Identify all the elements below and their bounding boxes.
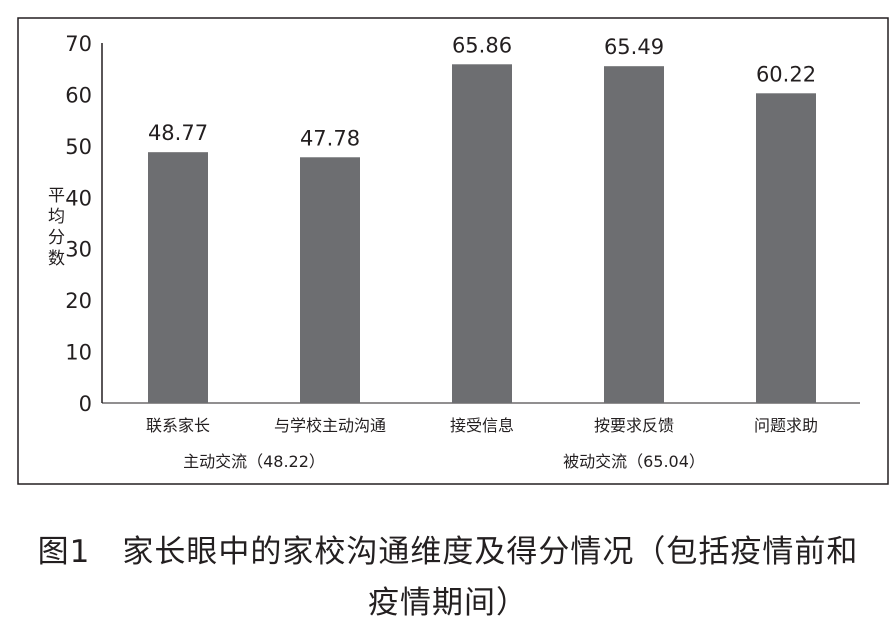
y-tick-label: 10 (65, 341, 92, 365)
y-axis-label: 平均分数 (44, 186, 64, 270)
bar (148, 152, 208, 403)
group-label: 被动交流（65.04） (563, 452, 705, 471)
data-label: 65.86 (452, 33, 512, 57)
bar (452, 64, 512, 403)
x-tick-label: 按要求反馈 (594, 416, 674, 435)
y-tick-label: 40 (65, 186, 92, 210)
y-tick-label: 30 (65, 238, 92, 262)
data-label: 65.49 (604, 35, 664, 59)
group-label: 主动交流（48.22） (183, 452, 325, 471)
bar (756, 93, 816, 403)
y-tick-label: 70 (65, 32, 92, 56)
x-tick-label: 接受信息 (450, 416, 514, 435)
bar-chart: 0 10 20 30 40 50 60 70 48.77 联系家长 47.78 与学校主动沟通 65.… (17, 17, 889, 485)
y-tick-label: 20 (65, 289, 92, 313)
data-label: 60.22 (756, 62, 816, 86)
bar (300, 157, 360, 403)
y-tick-label: 50 (65, 135, 92, 159)
x-tick-label: 问题求助 (754, 416, 818, 435)
chart-frame (17, 17, 889, 485)
bar (604, 66, 664, 404)
figure-caption-line2: 疫情期间） (368, 585, 528, 621)
y-tick-label: 60 (65, 83, 92, 107)
x-tick-label: 与学校主动沟通 (274, 416, 386, 435)
data-label: 48.77 (148, 121, 208, 145)
data-label: 47.78 (300, 126, 360, 150)
x-tick-label: 联系家长 (146, 416, 210, 435)
figure-caption-line1: 图1 家长眼中的家校沟通维度及得分情况（包括疫情前和 (37, 534, 859, 570)
y-tick-label: 0 (79, 392, 92, 416)
